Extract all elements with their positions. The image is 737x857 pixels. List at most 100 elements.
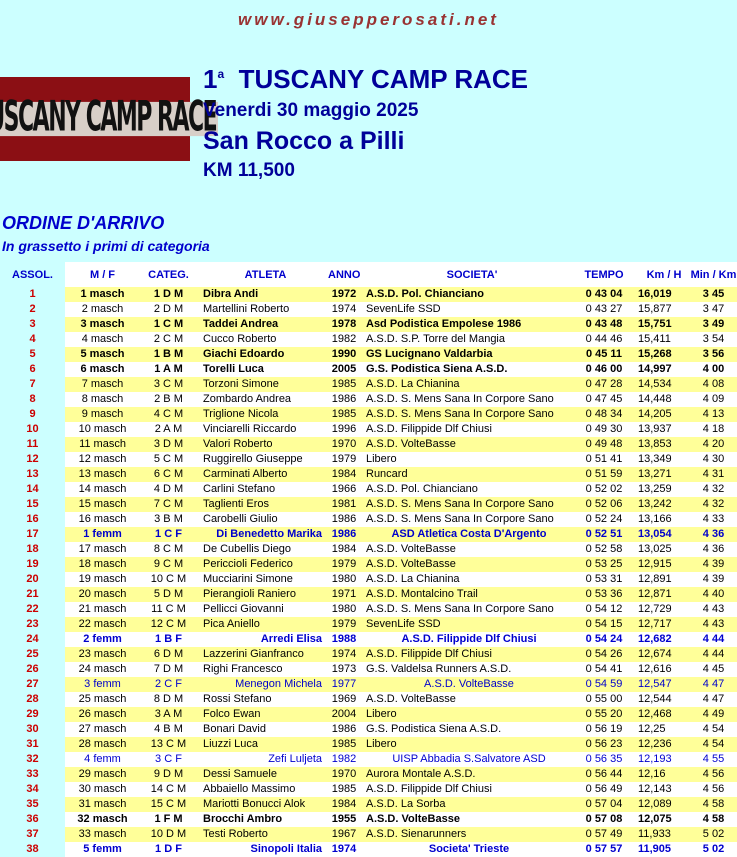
category: 8 D M: [140, 692, 197, 707]
year: 1986: [328, 527, 360, 542]
athlete: Martellini Roberto: [197, 302, 328, 317]
time: 0 56 49: [578, 782, 630, 797]
year: 1979: [328, 557, 360, 572]
pace: 4 09: [690, 392, 737, 407]
speed: 12,25: [630, 722, 690, 737]
category: 11 C M: [140, 602, 197, 617]
year: 1982: [328, 752, 360, 767]
athlete: Abbaiello Massimo: [197, 782, 328, 797]
column-header: ANNO: [328, 262, 360, 287]
result-row: 22 21 masch 11 C M Pellicci Giovanni 1980 A.S…: [0, 602, 737, 617]
club: A.S.D. Montalcino Trail: [360, 587, 578, 602]
position: 7: [0, 377, 65, 392]
position: 12: [0, 452, 65, 467]
year: 1979: [328, 617, 360, 632]
gender-rank: 12 masch: [65, 452, 140, 467]
year: 1973: [328, 662, 360, 677]
result-row: 33 29 masch 9 D M Dessi Samuele 1970 Aurora M…: [0, 767, 737, 782]
result-row: 34 30 masch 14 C M Abbaiello Massimo 1985 A.S…: [0, 782, 737, 797]
column-header: CATEG.: [140, 262, 197, 287]
results-table: ASSOL. M / F CATEG. ATLETA ANNO SOCIETA' TEMPO…: [0, 262, 737, 857]
title-number: 1: [203, 64, 218, 94]
category: 2 A M: [140, 422, 197, 437]
position: 8: [0, 392, 65, 407]
position: 1: [0, 287, 65, 302]
category: 1 C F: [140, 527, 197, 542]
category: 9 D M: [140, 767, 197, 782]
year: 1986: [328, 722, 360, 737]
time: 0 56 35: [578, 752, 630, 767]
year: 1985: [328, 407, 360, 422]
athlete: Dibra Andi: [197, 287, 328, 302]
time: 0 53 25: [578, 557, 630, 572]
position: 2: [0, 302, 65, 317]
athlete: Taglienti Eros: [197, 497, 328, 512]
time: 0 57 57: [578, 842, 630, 857]
club: Runcard: [360, 467, 578, 482]
position: 22: [0, 602, 65, 617]
category: 10 D M: [140, 827, 197, 842]
athlete: Di Benedetto Marika: [197, 527, 328, 542]
date: Venerdi 30 maggio 2025: [203, 100, 419, 121]
pace: 3 45: [690, 287, 737, 302]
position: 16: [0, 512, 65, 527]
speed: 12,682: [630, 632, 690, 647]
athlete: Mariotti Bonucci Alok: [197, 797, 328, 812]
speed: 15,751: [630, 317, 690, 332]
pace: 3 56: [690, 347, 737, 362]
pace: 4 31: [690, 467, 737, 482]
time: 0 52 58: [578, 542, 630, 557]
athlete: Pellicci Giovanni: [197, 602, 328, 617]
speed: 12,236: [630, 737, 690, 752]
column-header: ATLETA: [197, 262, 328, 287]
athlete: Liuzzi Luca: [197, 737, 328, 752]
year: 2005: [328, 362, 360, 377]
position: 9: [0, 407, 65, 422]
athlete: Righi Francesco: [197, 662, 328, 677]
gender-rank: 3 masch: [65, 317, 140, 332]
time: 0 54 59: [578, 677, 630, 692]
athlete: De Cubellis Diego: [197, 542, 328, 557]
category: 1 F M: [140, 812, 197, 827]
pace: 4 54: [690, 737, 737, 752]
athlete: Cucco Roberto: [197, 332, 328, 347]
gender-rank: 8 masch: [65, 392, 140, 407]
position: 3: [0, 317, 65, 332]
club: G.S. Podistica Siena A.S.D.: [360, 362, 578, 377]
speed: 13,166: [630, 512, 690, 527]
year: 1971: [328, 587, 360, 602]
pace: 4 58: [690, 797, 737, 812]
time: 0 49 30: [578, 422, 630, 437]
pace: 5 02: [690, 842, 737, 857]
pace: 3 47: [690, 302, 737, 317]
athlete: Arredi Elisa: [197, 632, 328, 647]
club: A.S.D. La Chianina: [360, 377, 578, 392]
category: 14 C M: [140, 782, 197, 797]
gender-rank: 3 femm: [65, 677, 140, 692]
pace: 4 13: [690, 407, 737, 422]
position: 34: [0, 782, 65, 797]
club: A.S.D. S.P. Torre del Mangia: [360, 332, 578, 347]
position: 4: [0, 332, 65, 347]
speed: 15,268: [630, 347, 690, 362]
result-row: 25 23 masch 6 D M Lazzerini Gianfranco 1974 A…: [0, 647, 737, 662]
athlete: Torelli Luca: [197, 362, 328, 377]
gender-rank: 32 masch: [65, 812, 140, 827]
category: 3 A M: [140, 707, 197, 722]
speed: 14,205: [630, 407, 690, 422]
category: 1 A M: [140, 362, 197, 377]
time: 0 55 20: [578, 707, 630, 722]
time: 0 51 41: [578, 452, 630, 467]
place: San Rocco a Pilli: [203, 127, 405, 155]
club: ASD Atletica Costa D'Argento: [360, 527, 578, 542]
position: 24: [0, 632, 65, 647]
speed: 13,259: [630, 482, 690, 497]
position: 18: [0, 542, 65, 557]
pace: 4 49: [690, 707, 737, 722]
club: SevenLife SSD: [360, 302, 578, 317]
time: 0 46 00: [578, 362, 630, 377]
year: 1969: [328, 692, 360, 707]
